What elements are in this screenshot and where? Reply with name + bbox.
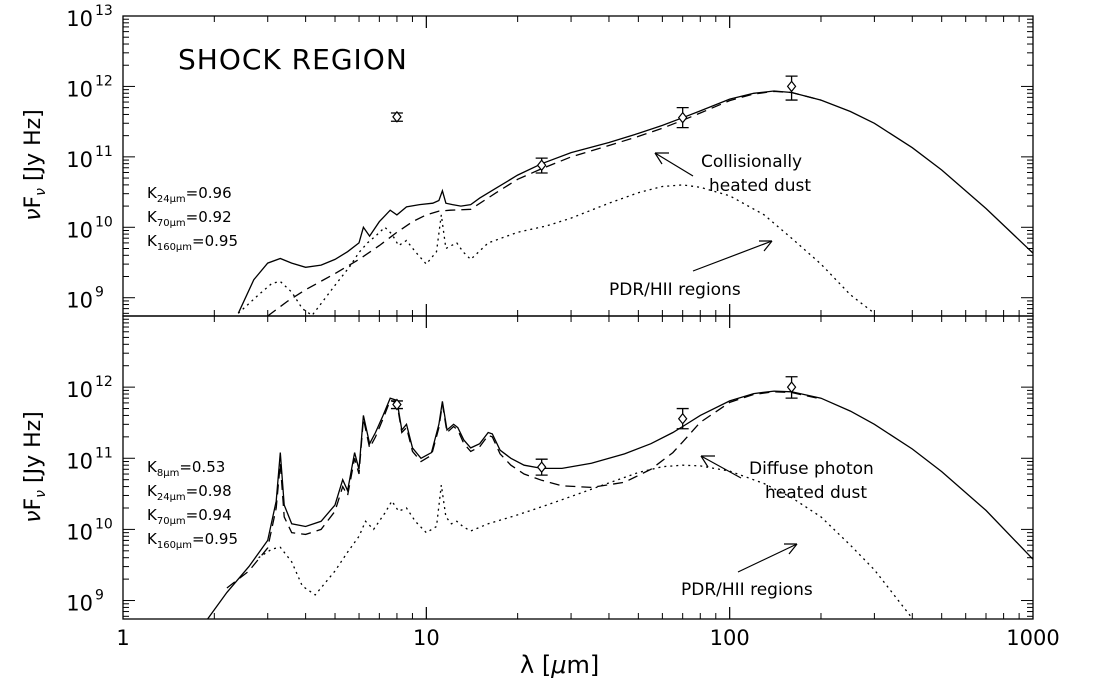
top-y-tick-label: 10: [66, 77, 93, 101]
top-y-tick-label-exp: 12: [95, 73, 113, 89]
top-data-point: [786, 80, 797, 93]
bottom-x-tick-label: 10: [413, 626, 440, 650]
top-k-factor-70: K70μm=0.92: [147, 208, 232, 229]
bottom-k-factor-24-sub: 24μm: [157, 492, 186, 503]
bottom-data-point: [392, 398, 402, 411]
bottom-y-tick-label: 10: [66, 378, 93, 402]
bottom-x-tick-label: 1: [116, 626, 129, 650]
top-series-dotted: [237, 184, 875, 316]
top-y-tick-label-exp: 9: [95, 285, 104, 301]
bottom-series-group: [207, 390, 1033, 619]
bottom-annotation-pdr-line1: PDR/HII regions: [681, 580, 813, 600]
bottom-arrow-diffuse-head: [700, 455, 715, 468]
bottom-annotation-pdr: PDR/HII regions: [681, 543, 813, 600]
top-y-tick-label-exp: 10: [95, 214, 113, 230]
top-k-factor-160-sub: 160μm: [157, 242, 192, 253]
bottom-series-dashed: [226, 391, 822, 589]
bottom-data-point: [786, 381, 797, 394]
top-series-group: [237, 90, 1033, 316]
bottom-y-tick-label: 10: [66, 592, 93, 616]
bottom-k-factor-160-sub: 160μm: [157, 540, 192, 551]
bottom-data-point: [536, 461, 547, 474]
bottom-annotation-diffuse-line1: Diffuse photon: [749, 459, 874, 479]
top-y-tick-label: 10: [66, 289, 93, 313]
bottom-y-tick-label-exp: 9: [95, 588, 104, 604]
bottom-k-factor-24: K24μm=0.98: [147, 482, 232, 503]
top-arrow-pdr: [692, 240, 773, 272]
bottom-y-axis-title: νFν [Jy Hz]: [21, 411, 49, 523]
top-k-factor-70-sub: 70μm: [157, 218, 186, 229]
bottom-arrow-pdr: [737, 543, 798, 573]
svg-text:νFν [Jy Hz]: νFν [Jy Hz]: [21, 109, 49, 221]
top-annotation-collisional: Collisionally heated dust: [654, 152, 811, 196]
top-y-tick-label-exp: 13: [95, 3, 113, 19]
top-annotation-collisional-line2: heated dust: [709, 176, 811, 196]
bottom-arrow-diffuse: [700, 455, 742, 479]
top-series-dashed: [267, 90, 822, 316]
top-panel-title: SHOCK REGION: [178, 43, 408, 76]
bottom-x-tick-label: 100: [710, 626, 750, 650]
top-k-factors: K24μm=0.96 K70μm=0.92 K160μm=0.95: [147, 184, 238, 253]
bottom-k-factor-70: K70μm=0.94: [147, 506, 232, 527]
bottom-y-tick-label: 10: [66, 520, 93, 544]
bottom-k-factor-24-value: 0.98: [198, 482, 231, 500]
top-arrow-pdr-head: [759, 240, 773, 252]
top-annotation-pdr: PDR/HII regions: [609, 240, 773, 300]
bottom-y-tick-label-exp: 11: [95, 445, 113, 461]
top-y-tick-label-exp: 11: [95, 144, 113, 160]
bottom-data-point: [677, 412, 688, 425]
top-annotation-pdr-line1: PDR/HII regions: [609, 280, 741, 300]
top-k-factor-24: K24μm=0.96: [147, 184, 232, 205]
bottom-panel: K8μm=0.53 K24μm=0.98 K70μm=0.94 K160μm=0…: [147, 455, 874, 679]
top-annotation-collisional-line1: Collisionally: [701, 152, 802, 172]
bottom-y-tick-label: 10: [66, 449, 93, 473]
bottom-series-solid: [207, 390, 1033, 619]
bottom-x-tick-label: 1000: [1006, 626, 1059, 650]
top-k-factor-24-value: 0.96: [198, 184, 231, 202]
bottom-annotation-diffuse-line2: heated dust: [765, 483, 867, 503]
bottom-k-factor-70-sub: 70μm: [157, 516, 186, 527]
bottom-annotation-diffuse: Diffuse photon heated dust: [700, 455, 874, 503]
bottom-k-factor-8: K8μm=0.53: [147, 458, 225, 479]
top-series-solid: [237, 90, 1033, 314]
top-data-point: [536, 159, 547, 172]
top-k-factor-160-value: 0.95: [205, 232, 238, 250]
bottom-y-tick-label-exp: 10: [95, 516, 113, 532]
top-k-factor-70-value: 0.92: [198, 208, 231, 226]
top-arrow-collisional-head: [654, 152, 669, 165]
top-arrow-collisional: [654, 152, 694, 177]
top-y-axis-title: νFν [Jy Hz]: [21, 109, 49, 221]
bottom-k-factor-70-value: 0.94: [198, 506, 231, 524]
svg-text:νFν [Jy Hz]: νFν [Jy Hz]: [21, 411, 49, 523]
bottom-y-tick-label-exp: 12: [95, 374, 113, 390]
top-data-point: [392, 110, 402, 123]
top-k-factor-24-sub: 24μm: [157, 194, 186, 205]
bottom-k-factor-8-value: 0.53: [192, 458, 225, 476]
bottom-k-factor-8-sub: 8μm: [157, 468, 179, 479]
top-y-tick-label: 10: [66, 218, 93, 242]
bottom-k-factors: K8μm=0.53 K24μm=0.98 K70μm=0.94 K160μm=0…: [147, 458, 238, 551]
top-data-point: [677, 111, 688, 124]
bottom-k-factor-160: K160μm=0.95: [147, 530, 238, 551]
bottom-series-dotted: [258, 464, 913, 619]
top-y-tick-label: 10: [66, 7, 93, 31]
x-axis-label: λ [μm]: [520, 651, 599, 679]
bottom-k-factor-160-value: 0.95: [205, 530, 238, 548]
top-panel: SHOCK REGION K24μm=0.96 K70μm=0.92 K160μ…: [147, 43, 811, 300]
bottom-arrow-pdr-head: [784, 543, 798, 555]
top-y-tick-label: 10: [66, 148, 93, 172]
top-k-factor-160: K160μm=0.95: [147, 232, 238, 253]
bottom-plot-frame: [122, 315, 1034, 620]
